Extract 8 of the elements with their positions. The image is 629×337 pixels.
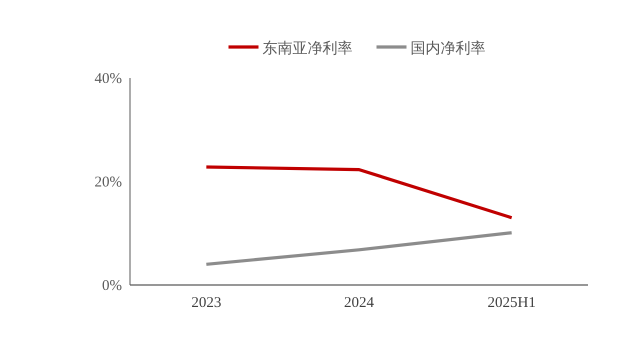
x-tick-label: 2025H1 [487,295,536,311]
y-tick-label: 40% [94,71,122,87]
x-tick-label: 2024 [344,295,374,311]
x-tick-label: 2023 [191,295,222,311]
legend-label: 国内净利率 [410,40,486,57]
y-tick-label: 0% [102,278,122,294]
y-tick-label: 20% [94,174,122,190]
legend-label: 东南亚净利率 [262,40,352,57]
